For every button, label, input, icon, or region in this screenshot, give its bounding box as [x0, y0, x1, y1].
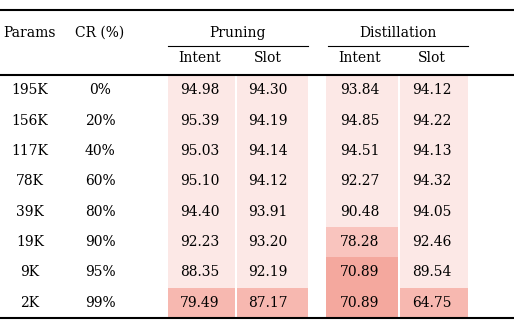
Text: 156K: 156K: [12, 113, 48, 128]
Text: Distillation: Distillation: [359, 26, 437, 40]
Text: 70.89: 70.89: [340, 265, 380, 279]
Text: 94.22: 94.22: [412, 113, 452, 128]
Bar: [237, 105, 308, 136]
Bar: [237, 166, 308, 196]
Text: 70.89: 70.89: [340, 296, 380, 310]
Bar: [237, 257, 308, 288]
Text: 94.40: 94.40: [180, 205, 220, 219]
Bar: [400, 166, 468, 196]
Bar: [237, 227, 308, 257]
Text: Pruning: Pruning: [210, 26, 266, 40]
Text: 78.28: 78.28: [340, 235, 380, 249]
Text: 92.27: 92.27: [340, 174, 380, 188]
Text: 94.32: 94.32: [412, 174, 452, 188]
Text: 94.12: 94.12: [248, 174, 288, 188]
Bar: [400, 196, 468, 227]
Text: 20%: 20%: [85, 113, 115, 128]
Bar: [326, 75, 398, 105]
Text: 79.49: 79.49: [180, 296, 220, 310]
Text: 39K: 39K: [16, 205, 44, 219]
Text: 95%: 95%: [85, 265, 115, 279]
Bar: [168, 227, 235, 257]
Text: 90%: 90%: [85, 235, 115, 249]
Text: 19K: 19K: [16, 235, 44, 249]
Bar: [237, 196, 308, 227]
Text: 94.14: 94.14: [248, 144, 288, 158]
Bar: [400, 227, 468, 257]
Text: 93.84: 93.84: [340, 83, 380, 97]
Bar: [400, 75, 468, 105]
Text: 99%: 99%: [85, 296, 115, 310]
Bar: [326, 196, 398, 227]
Text: CR (%): CR (%): [76, 26, 124, 40]
Bar: [326, 136, 398, 166]
Text: 92.23: 92.23: [180, 235, 219, 249]
Text: 93.91: 93.91: [248, 205, 288, 219]
Text: 9K: 9K: [21, 265, 40, 279]
Text: 64.75: 64.75: [412, 296, 452, 310]
Bar: [326, 257, 398, 288]
Text: 89.54: 89.54: [412, 265, 452, 279]
Text: 117K: 117K: [11, 144, 48, 158]
Bar: [237, 136, 308, 166]
Text: 94.30: 94.30: [248, 83, 288, 97]
Bar: [400, 288, 468, 318]
Text: 195K: 195K: [12, 83, 48, 97]
Bar: [168, 105, 235, 136]
Bar: [168, 136, 235, 166]
Text: 78K: 78K: [16, 174, 44, 188]
Bar: [168, 166, 235, 196]
Text: 95.39: 95.39: [180, 113, 219, 128]
Text: Params: Params: [4, 26, 56, 40]
Bar: [326, 288, 398, 318]
Text: Slot: Slot: [254, 51, 282, 65]
Text: 94.51: 94.51: [340, 144, 380, 158]
Bar: [168, 257, 235, 288]
Bar: [400, 257, 468, 288]
Text: 95.03: 95.03: [180, 144, 219, 158]
Text: 80%: 80%: [85, 205, 115, 219]
Text: 92.19: 92.19: [248, 265, 288, 279]
Bar: [168, 196, 235, 227]
Text: Slot: Slot: [418, 51, 446, 65]
Text: Intent: Intent: [339, 51, 381, 65]
Bar: [237, 75, 308, 105]
Text: 94.13: 94.13: [412, 144, 452, 158]
Text: 93.20: 93.20: [248, 235, 288, 249]
Bar: [400, 136, 468, 166]
Text: 95.10: 95.10: [180, 174, 219, 188]
Text: 94.12: 94.12: [412, 83, 452, 97]
Bar: [168, 75, 235, 105]
Bar: [326, 166, 398, 196]
Text: 2K: 2K: [21, 296, 40, 310]
Bar: [326, 105, 398, 136]
Text: 88.35: 88.35: [180, 265, 219, 279]
Text: 0%: 0%: [89, 83, 111, 97]
Text: 60%: 60%: [85, 174, 115, 188]
Bar: [168, 288, 235, 318]
Bar: [326, 227, 398, 257]
Text: Intent: Intent: [179, 51, 222, 65]
Text: 94.19: 94.19: [248, 113, 288, 128]
Text: 87.17: 87.17: [248, 296, 288, 310]
Bar: [237, 288, 308, 318]
Text: 94.05: 94.05: [412, 205, 452, 219]
Text: 94.85: 94.85: [340, 113, 380, 128]
Text: 90.48: 90.48: [340, 205, 380, 219]
Text: 40%: 40%: [85, 144, 115, 158]
Text: 94.98: 94.98: [180, 83, 219, 97]
Text: 92.46: 92.46: [412, 235, 452, 249]
Bar: [400, 105, 468, 136]
